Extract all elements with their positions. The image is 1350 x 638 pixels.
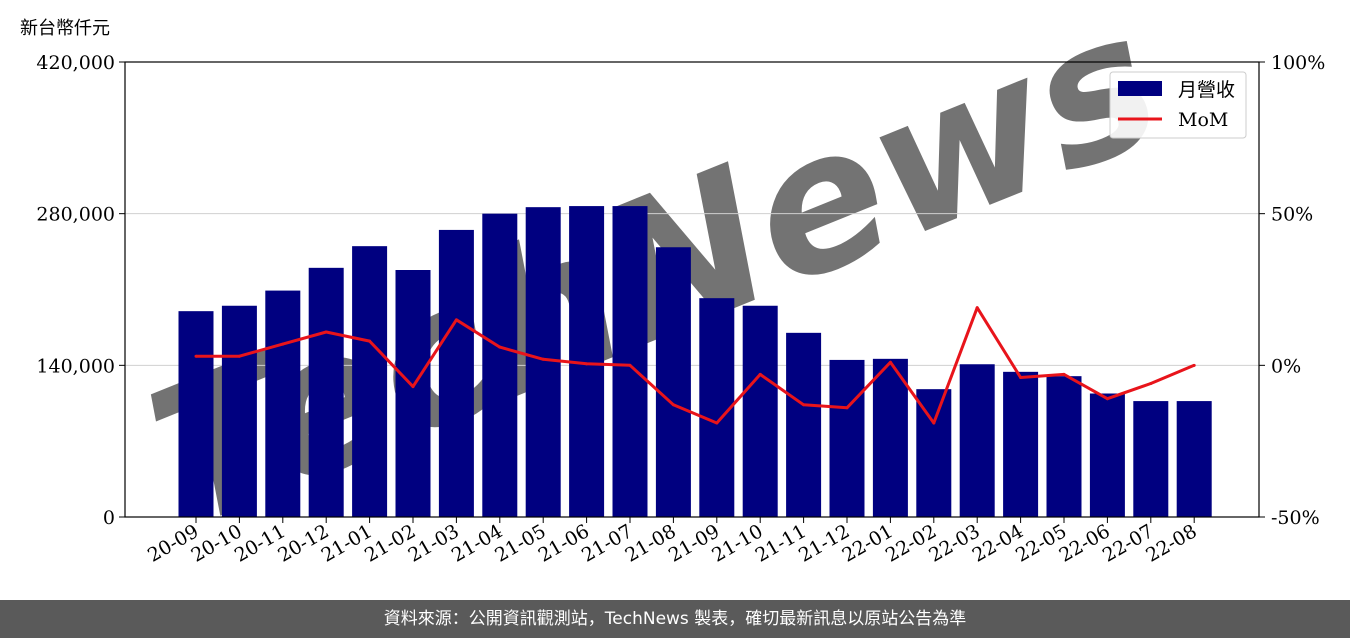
mom-point-21-08	[671, 403, 675, 407]
bar-21-05	[525, 207, 561, 517]
mom-point-21-03	[454, 318, 458, 322]
bar-22-04	[1003, 371, 1039, 517]
bar-21-04	[482, 213, 518, 517]
mom-point-21-10	[758, 372, 762, 376]
mom-point-21-11	[802, 403, 806, 407]
left-tick-label: 140,000	[36, 355, 115, 377]
mom-point-22-05	[1062, 372, 1066, 376]
bar-21-08	[655, 247, 691, 517]
bar-22-01	[872, 358, 908, 517]
mom-point-22-04	[1019, 375, 1023, 379]
legend-swatch-bar	[1118, 81, 1162, 96]
mom-point-20-09	[194, 354, 198, 358]
bar-20-11	[265, 290, 301, 517]
mom-point-20-10	[237, 354, 241, 358]
mom-point-22-07	[1149, 382, 1153, 386]
bar-21-07	[612, 206, 648, 518]
mom-point-21-12	[845, 406, 849, 410]
bar-20-10	[221, 305, 257, 517]
legend-label-mom: MoM	[1178, 109, 1228, 131]
mom-point-22-03	[975, 306, 979, 310]
mom-point-21-09	[715, 421, 719, 425]
bar-22-05	[1046, 376, 1082, 517]
source-footer: 資料來源：公開資訊觀測站，TechNews 製表，確切最新訊息以原站公告為準	[0, 600, 1350, 638]
left-tick-label: 420,000	[36, 52, 115, 74]
mom-point-21-05	[541, 357, 545, 361]
bar-21-03	[438, 229, 474, 517]
bar-22-03	[959, 364, 995, 517]
line-series	[194, 306, 1196, 425]
mom-point-22-08	[1192, 363, 1196, 367]
left-tick-label: 0	[103, 507, 115, 529]
mom-point-22-02	[932, 421, 936, 425]
bar-21-01	[352, 246, 388, 517]
bar-21-09	[699, 298, 735, 517]
mom-point-21-07	[628, 363, 632, 367]
bar-22-06	[1089, 393, 1125, 517]
bar-22-02	[916, 389, 952, 517]
x-tick-label: 22-08	[1142, 520, 1200, 566]
mom-point-20-11	[281, 342, 285, 346]
bar-21-10	[742, 305, 778, 517]
bar-20-09	[178, 311, 214, 517]
legend: 月營收 MoM	[1109, 71, 1247, 139]
y-axis-unit-label: 新台幣仟元	[20, 18, 110, 39]
plot-frame	[124, 61, 1260, 518]
right-tick-label: -50%	[1271, 507, 1320, 529]
mom-point-22-01	[888, 360, 892, 364]
left-tick-label: 280,000	[36, 204, 115, 226]
bar-series	[178, 206, 1212, 518]
right-tick-label: 0%	[1271, 355, 1301, 377]
mom-point-20-12	[324, 330, 328, 334]
mom-line	[196, 306, 1195, 425]
revenue-chart: TechNews 0140,000280,000420,000-50%0%50%…	[36, 0, 1325, 570]
bar-21-11	[786, 332, 822, 517]
mom-point-21-06	[585, 362, 589, 366]
legend-label-revenue: 月營收	[1178, 79, 1235, 101]
bar-22-08	[1176, 401, 1212, 517]
mom-point-21-02	[411, 385, 415, 389]
bar-21-12	[829, 359, 865, 517]
right-tick-label: 50%	[1271, 204, 1313, 226]
mom-point-21-04	[498, 345, 502, 349]
bar-21-02	[395, 270, 431, 517]
mom-point-21-01	[368, 339, 372, 343]
mom-point-22-06	[1105, 397, 1109, 401]
bar-20-12	[308, 267, 344, 517]
right-tick-label: 100%	[1271, 52, 1325, 74]
bar-22-07	[1133, 401, 1169, 517]
